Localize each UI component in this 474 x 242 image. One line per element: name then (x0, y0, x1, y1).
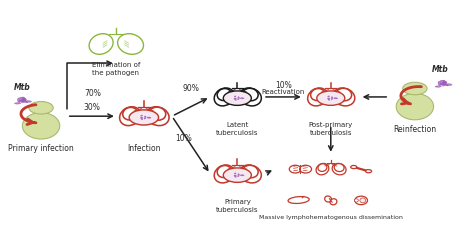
Ellipse shape (235, 176, 236, 177)
Text: Mtb: Mtb (14, 83, 31, 92)
Ellipse shape (334, 98, 337, 99)
Ellipse shape (19, 99, 25, 102)
Text: Primary
tuberculosis: Primary tuberculosis (216, 199, 259, 213)
Circle shape (223, 168, 251, 182)
Text: 10%: 10% (176, 134, 192, 143)
Ellipse shape (238, 97, 239, 98)
Ellipse shape (328, 96, 329, 97)
Ellipse shape (239, 88, 261, 106)
Ellipse shape (235, 99, 236, 100)
Ellipse shape (440, 80, 447, 83)
Ellipse shape (214, 165, 234, 183)
Text: Primary infection: Primary infection (8, 144, 74, 153)
Ellipse shape (308, 88, 328, 106)
Ellipse shape (289, 165, 301, 173)
Ellipse shape (22, 113, 60, 139)
Ellipse shape (336, 88, 352, 101)
Ellipse shape (234, 98, 237, 99)
Text: Mtb: Mtb (432, 65, 449, 74)
Ellipse shape (234, 173, 236, 174)
Circle shape (223, 91, 251, 105)
Text: Massive lymphohematogenous dissemination: Massive lymphohematogenous dissemination (259, 215, 403, 220)
Ellipse shape (440, 82, 446, 85)
Ellipse shape (237, 98, 239, 100)
Ellipse shape (396, 93, 434, 120)
Ellipse shape (355, 196, 367, 205)
Ellipse shape (325, 196, 331, 202)
Ellipse shape (144, 118, 146, 119)
Ellipse shape (435, 86, 441, 87)
Ellipse shape (234, 96, 236, 97)
Ellipse shape (140, 117, 143, 118)
Ellipse shape (147, 117, 151, 118)
Ellipse shape (240, 98, 244, 99)
Ellipse shape (328, 98, 330, 99)
Ellipse shape (18, 98, 20, 102)
Text: Latent
tuberculosis: Latent tuberculosis (216, 122, 259, 136)
Ellipse shape (15, 103, 21, 104)
Ellipse shape (310, 89, 325, 100)
Ellipse shape (334, 164, 344, 172)
Ellipse shape (119, 107, 141, 126)
Ellipse shape (89, 34, 113, 54)
Text: Infection: Infection (127, 144, 161, 153)
Ellipse shape (318, 164, 327, 171)
Text: 70%: 70% (84, 89, 101, 98)
Ellipse shape (22, 97, 26, 100)
Text: 30%: 30% (83, 103, 100, 112)
Circle shape (317, 91, 345, 105)
Text: 90%: 90% (182, 83, 200, 93)
Ellipse shape (445, 84, 452, 85)
Ellipse shape (214, 88, 234, 106)
Ellipse shape (441, 82, 445, 86)
Ellipse shape (238, 174, 239, 175)
Ellipse shape (438, 81, 441, 86)
Ellipse shape (443, 84, 448, 86)
Ellipse shape (21, 99, 25, 103)
Ellipse shape (217, 89, 231, 100)
Text: Post-primary
tuberculosis: Post-primary tuberculosis (309, 122, 353, 136)
Ellipse shape (243, 88, 258, 101)
Ellipse shape (19, 97, 27, 100)
Ellipse shape (328, 99, 330, 100)
Ellipse shape (332, 163, 346, 175)
Ellipse shape (118, 34, 144, 54)
Circle shape (365, 170, 372, 173)
Ellipse shape (333, 88, 355, 106)
Ellipse shape (146, 107, 169, 126)
Ellipse shape (123, 107, 137, 120)
Ellipse shape (145, 116, 146, 117)
Circle shape (29, 101, 53, 114)
Text: Reinfection: Reinfection (393, 125, 437, 134)
Ellipse shape (217, 166, 231, 178)
Circle shape (129, 110, 159, 125)
Circle shape (351, 166, 357, 169)
Circle shape (403, 82, 427, 95)
Ellipse shape (443, 80, 447, 83)
Ellipse shape (239, 165, 261, 183)
Ellipse shape (355, 199, 358, 202)
Ellipse shape (288, 197, 309, 204)
Text: Elimination of
the pathogen: Elimination of the pathogen (91, 62, 140, 76)
Ellipse shape (141, 118, 143, 120)
Ellipse shape (240, 175, 244, 176)
Text: Reactivation: Reactivation (262, 89, 305, 95)
Ellipse shape (360, 198, 365, 203)
Ellipse shape (25, 100, 32, 102)
Ellipse shape (331, 97, 333, 98)
Ellipse shape (149, 107, 166, 120)
Ellipse shape (23, 101, 28, 103)
Ellipse shape (237, 175, 239, 177)
Ellipse shape (330, 199, 337, 205)
Ellipse shape (141, 115, 143, 116)
Ellipse shape (331, 98, 333, 100)
Ellipse shape (234, 175, 237, 176)
Ellipse shape (316, 163, 329, 175)
Text: 10%: 10% (275, 81, 292, 90)
Ellipse shape (243, 165, 258, 178)
Ellipse shape (300, 165, 311, 173)
